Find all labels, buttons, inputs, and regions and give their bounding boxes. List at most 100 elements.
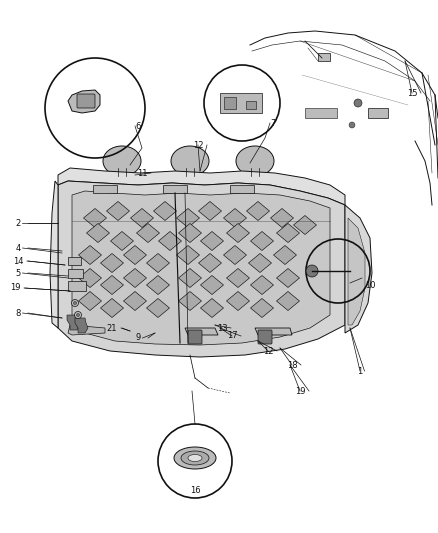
Polygon shape (153, 201, 176, 221)
Polygon shape (223, 246, 246, 264)
Polygon shape (226, 223, 249, 243)
Text: 15: 15 (406, 88, 416, 98)
Text: 10: 10 (364, 280, 374, 289)
Polygon shape (178, 292, 201, 311)
Text: 13: 13 (216, 324, 227, 333)
FancyBboxPatch shape (77, 94, 95, 108)
Polygon shape (106, 201, 129, 221)
Ellipse shape (236, 146, 273, 176)
Polygon shape (86, 223, 109, 243)
Polygon shape (198, 201, 221, 221)
Text: 14: 14 (13, 256, 23, 265)
Polygon shape (100, 298, 123, 318)
Text: 7: 7 (269, 118, 275, 127)
Polygon shape (184, 328, 218, 335)
Circle shape (73, 302, 76, 304)
Text: 17: 17 (226, 332, 237, 341)
Polygon shape (146, 254, 169, 272)
Bar (219, 93, 261, 113)
Polygon shape (176, 246, 199, 264)
Bar (93, 185, 117, 193)
FancyBboxPatch shape (187, 330, 201, 344)
Polygon shape (293, 215, 316, 235)
Polygon shape (347, 218, 364, 325)
Polygon shape (158, 231, 181, 251)
Polygon shape (75, 318, 88, 333)
Polygon shape (246, 201, 269, 221)
Polygon shape (123, 292, 146, 311)
Ellipse shape (103, 146, 141, 176)
Bar (245, 101, 255, 109)
Circle shape (71, 300, 78, 306)
Text: 19: 19 (10, 284, 20, 293)
Text: 18: 18 (286, 360, 297, 369)
Polygon shape (68, 325, 105, 335)
Polygon shape (254, 328, 291, 335)
Polygon shape (276, 269, 299, 287)
Circle shape (348, 122, 354, 128)
Polygon shape (200, 276, 223, 295)
Polygon shape (100, 254, 123, 272)
Bar (162, 185, 187, 193)
Text: 8: 8 (15, 309, 21, 318)
Polygon shape (226, 292, 249, 311)
Polygon shape (78, 269, 101, 287)
Polygon shape (270, 208, 293, 228)
Polygon shape (58, 168, 344, 205)
Text: 12: 12 (262, 346, 272, 356)
Text: 4: 4 (15, 244, 21, 253)
Polygon shape (130, 208, 153, 228)
Text: 9: 9 (135, 334, 140, 343)
Text: 21: 21 (106, 324, 117, 333)
Polygon shape (198, 254, 221, 272)
Polygon shape (178, 223, 201, 243)
Text: 16: 16 (189, 487, 200, 496)
Polygon shape (250, 298, 273, 318)
Bar (304, 108, 336, 118)
Polygon shape (226, 269, 249, 287)
Text: 5: 5 (15, 269, 21, 278)
Polygon shape (200, 298, 223, 318)
Polygon shape (110, 231, 133, 251)
Polygon shape (78, 292, 101, 311)
Polygon shape (78, 246, 101, 264)
Polygon shape (50, 181, 58, 328)
Text: 19: 19 (294, 386, 304, 395)
Polygon shape (58, 181, 344, 357)
Polygon shape (68, 90, 100, 113)
FancyBboxPatch shape (258, 330, 272, 344)
Polygon shape (344, 205, 371, 333)
Bar (230, 185, 254, 193)
Text: 2: 2 (15, 219, 21, 228)
Bar (317, 53, 329, 61)
Polygon shape (178, 269, 201, 287)
Polygon shape (100, 276, 123, 295)
Circle shape (74, 311, 81, 319)
Polygon shape (146, 276, 169, 295)
Bar (367, 108, 387, 118)
Polygon shape (83, 208, 106, 228)
Bar (68, 257, 81, 265)
Polygon shape (123, 246, 146, 264)
Ellipse shape (180, 451, 208, 465)
Polygon shape (223, 208, 246, 228)
Polygon shape (176, 208, 199, 228)
Text: 12: 12 (192, 141, 203, 149)
Polygon shape (273, 246, 296, 264)
Polygon shape (276, 223, 299, 243)
Circle shape (353, 99, 361, 107)
Text: 1: 1 (357, 367, 362, 376)
Polygon shape (67, 315, 80, 330)
Polygon shape (250, 276, 273, 295)
Polygon shape (248, 254, 271, 272)
Circle shape (76, 313, 79, 317)
Ellipse shape (171, 146, 208, 176)
Polygon shape (146, 298, 169, 318)
Polygon shape (250, 231, 273, 251)
Bar (68, 269, 83, 278)
Polygon shape (276, 292, 299, 311)
Polygon shape (136, 223, 159, 243)
Text: 11: 11 (137, 168, 147, 177)
Text: 6: 6 (135, 122, 140, 131)
Bar (223, 97, 236, 109)
